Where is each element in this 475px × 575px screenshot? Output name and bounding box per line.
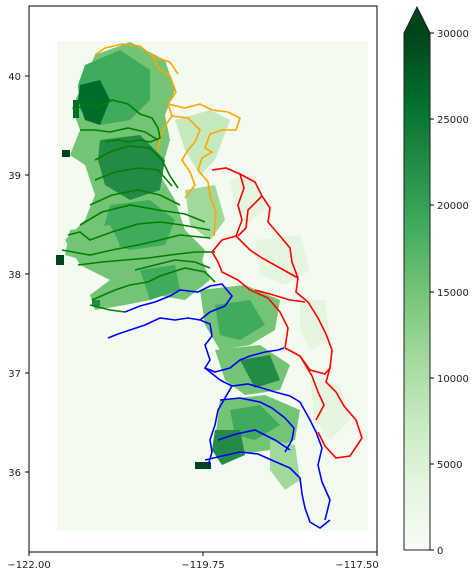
x-tick-label: −119.75 [181,560,224,571]
colorbar-tick-label: 20000 [437,201,469,212]
basins-south [107,283,331,529]
x-tick-label: −122.00 [7,560,50,571]
map-content [56,41,368,531]
y-tick-label: 38 [8,270,21,281]
colorbar-tick-label: 15000 [437,288,469,299]
colorbar-extend-arrow [404,7,430,33]
colorbar: 0 5000 10000 15000 20000 25000 30000 [403,5,469,557]
y-axis: 36 37 38 39 40 [8,72,29,479]
x-axis: −122.00 −119.75 −117.50 [7,552,379,571]
y-tick-label: 37 [8,369,21,380]
basins-north [94,43,241,237]
x-tick-label: −117.50 [335,560,378,571]
basins-east [211,167,363,459]
basins-central [61,99,216,313]
colorbar-tick-label: 25000 [437,115,469,126]
colorbar-tick-label: 5000 [437,460,462,471]
colorbar-tick-label: 30000 [437,29,469,40]
y-tick-label: 36 [8,468,21,479]
colorbar-tick-label: 0 [437,546,443,557]
y-tick-label: 39 [8,171,21,182]
colorbar-gradient [404,33,430,550]
y-tick-label: 40 [8,72,21,83]
colorbar-border [403,5,431,551]
colorbar-tick-label: 10000 [437,374,469,385]
